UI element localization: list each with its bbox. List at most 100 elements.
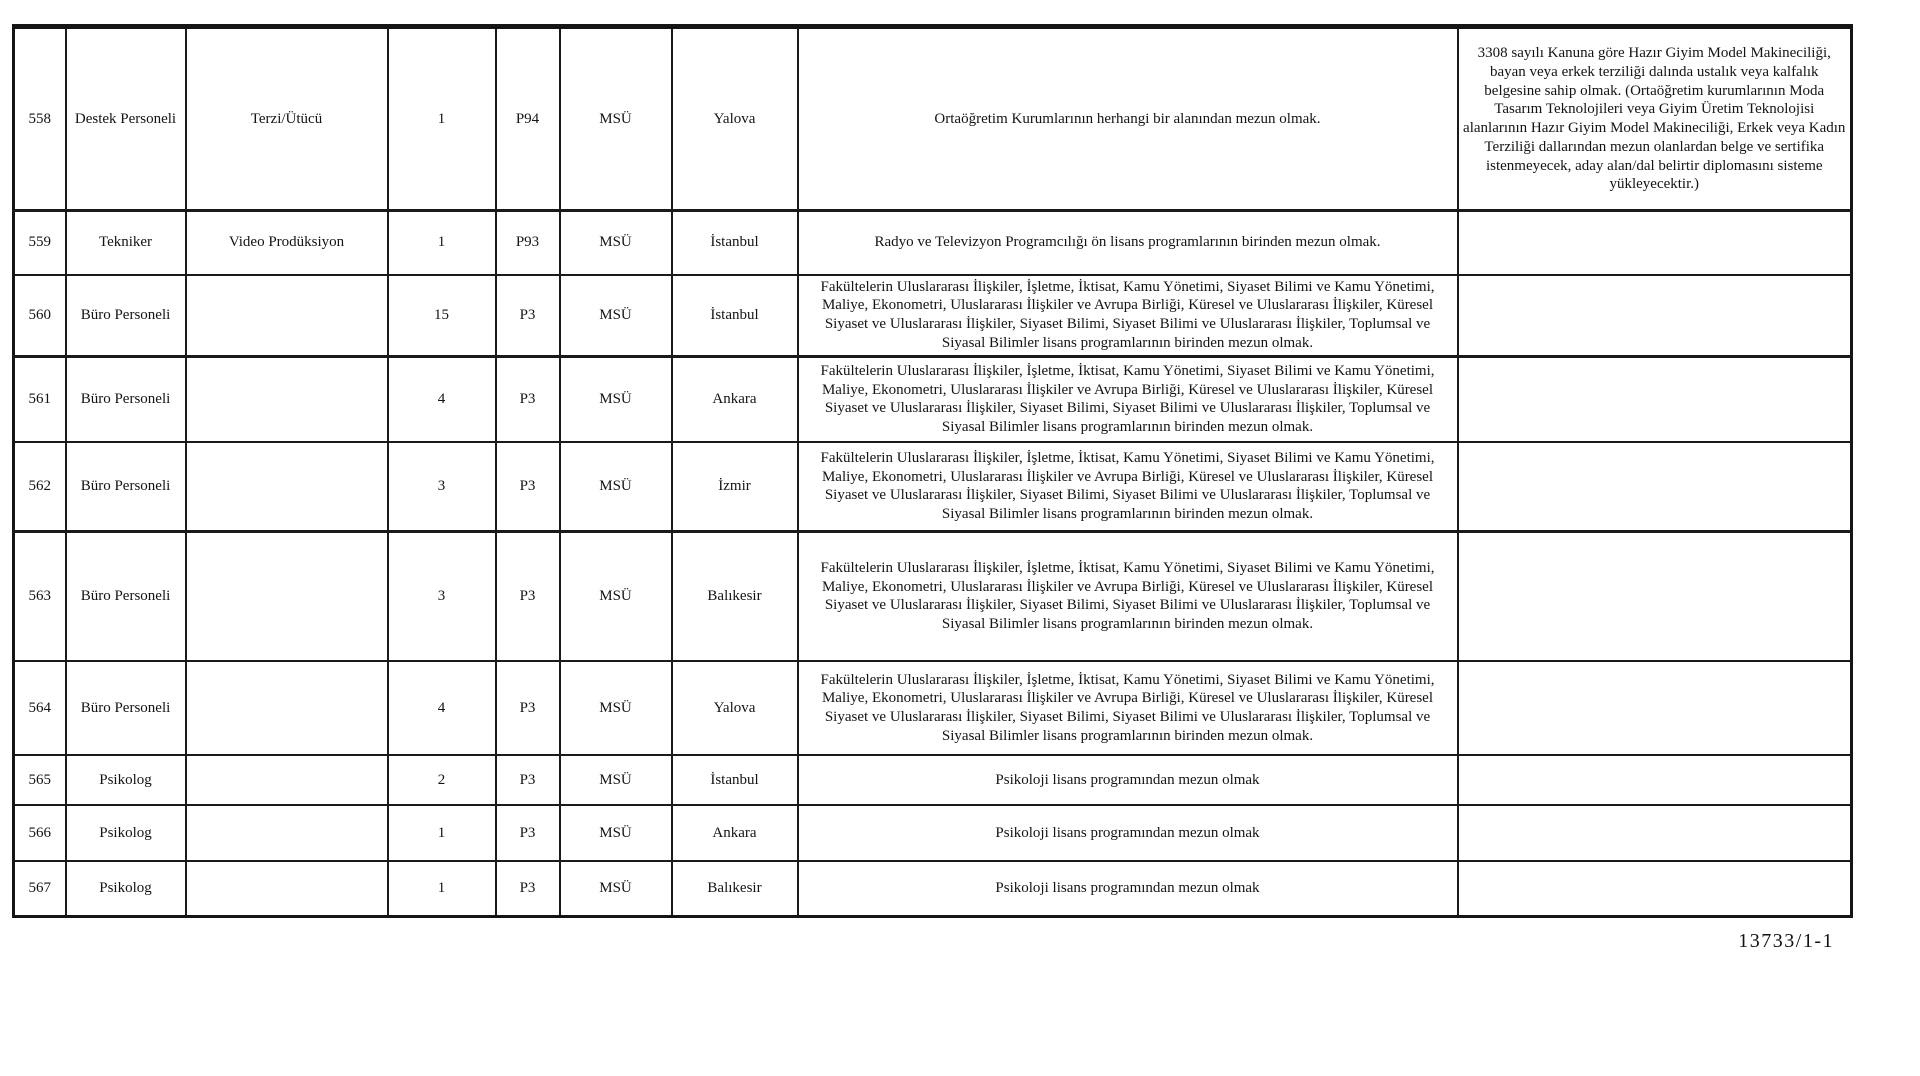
cell-row-number: 558 xyxy=(12,25,67,212)
cell-row-number: 565 xyxy=(12,754,67,806)
cell-title: Destek Personeli xyxy=(64,25,187,212)
cell-branch xyxy=(184,754,389,806)
cell-score-code: P3 xyxy=(494,273,561,357)
cell-score-code: P3 xyxy=(494,754,561,806)
cell-title: Büro Personeli xyxy=(64,660,187,756)
cell-branch xyxy=(184,804,389,862)
cell-title: Psikolog xyxy=(64,804,187,862)
cell-score-code: P93 xyxy=(494,209,561,276)
cell-city: Yalova xyxy=(670,660,799,756)
table-row: 558 Destek Personeli Terzi/Ütücü 1 P94 M… xyxy=(12,25,1853,212)
cell-note xyxy=(1456,660,1853,756)
cell-count: 1 xyxy=(386,25,497,212)
table-row: 566 Psikolog 1 P3 MSÜ Ankara Psikoloji l… xyxy=(12,804,1853,862)
cell-row-number: 563 xyxy=(12,529,67,662)
cell-institution: MSÜ xyxy=(558,25,673,212)
cell-city: Ankara xyxy=(670,804,799,862)
table-row: 564 Büro Personeli 4 P3 MSÜ Yalova Fakül… xyxy=(12,660,1853,756)
table-row: 560 Büro Personeli 15 P3 MSÜ İstanbul Fa… xyxy=(12,273,1853,357)
cell-city: İstanbul xyxy=(670,754,799,806)
cell-score-code: P94 xyxy=(494,25,561,212)
cell-city: İstanbul xyxy=(670,209,799,276)
cell-row-number: 562 xyxy=(12,441,67,532)
cell-note xyxy=(1456,529,1853,662)
cell-score-code: P3 xyxy=(494,860,561,917)
cell-branch xyxy=(184,441,389,532)
cell-requirement: Fakültelerin Uluslararası İlişkiler, İşl… xyxy=(796,660,1459,756)
cell-institution: MSÜ xyxy=(558,209,673,276)
positions-table-body: 558 Destek Personeli Terzi/Ütücü 1 P94 M… xyxy=(12,25,1853,917)
cell-requirement: Fakültelerin Uluslararası İlişkiler, İşl… xyxy=(796,354,1459,443)
page-reference: 13733/1-1 xyxy=(1738,930,1834,952)
cell-branch: Terzi/Ütücü xyxy=(184,25,389,212)
cell-note xyxy=(1456,860,1853,917)
cell-branch xyxy=(184,660,389,756)
cell-branch: Video Prodüksiyon xyxy=(184,209,389,276)
cell-institution: MSÜ xyxy=(558,860,673,917)
table-row: 561 Büro Personeli 4 P3 MSÜ Ankara Fakül… xyxy=(12,354,1853,443)
cell-row-number: 559 xyxy=(12,209,67,276)
cell-title: Büro Personeli xyxy=(64,529,187,662)
cell-title: Büro Personeli xyxy=(64,441,187,532)
cell-count: 1 xyxy=(386,860,497,917)
cell-score-code: P3 xyxy=(494,441,561,532)
cell-requirement: Psikoloji lisans programından mezun olma… xyxy=(796,754,1459,806)
cell-requirement: Psikoloji lisans programından mezun olma… xyxy=(796,860,1459,917)
cell-city: İstanbul xyxy=(670,273,799,357)
cell-title: Psikolog xyxy=(64,860,187,917)
cell-institution: MSÜ xyxy=(558,529,673,662)
cell-note xyxy=(1456,804,1853,862)
cell-row-number: 566 xyxy=(12,804,67,862)
cell-branch xyxy=(184,529,389,662)
cell-city: İzmir xyxy=(670,441,799,532)
cell-branch xyxy=(184,273,389,357)
cell-title: Tekniker xyxy=(64,209,187,276)
cell-note: 3308 sayılı Kanuna göre Hazır Giyim Mode… xyxy=(1456,25,1853,212)
cell-city: Ankara xyxy=(670,354,799,443)
cell-title: Büro Personeli xyxy=(64,273,187,357)
cell-institution: MSÜ xyxy=(558,660,673,756)
cell-institution: MSÜ xyxy=(558,804,673,862)
cell-row-number: 567 xyxy=(12,860,67,917)
cell-note xyxy=(1456,354,1853,443)
cell-city: Balıkesir xyxy=(670,860,799,917)
cell-title: Psikolog xyxy=(64,754,187,806)
cell-count: 2 xyxy=(386,754,497,806)
table-row: 559 Tekniker Video Prodüksiyon 1 P93 MSÜ… xyxy=(12,209,1853,276)
table-row: 567 Psikolog 1 P3 MSÜ Balıkesir Psikoloj… xyxy=(12,860,1853,917)
cell-city: Balıkesir xyxy=(670,529,799,662)
table-row: 563 Büro Personeli 3 P3 MSÜ Balıkesir Fa… xyxy=(12,529,1853,662)
cell-note xyxy=(1456,441,1853,532)
cell-branch xyxy=(184,860,389,917)
cell-row-number: 564 xyxy=(12,660,67,756)
cell-score-code: P3 xyxy=(494,660,561,756)
table-row: 565 Psikolog 2 P3 MSÜ İstanbul Psikoloji… xyxy=(12,754,1853,806)
cell-requirement: Psikoloji lisans programından mezun olma… xyxy=(796,804,1459,862)
cell-row-number: 560 xyxy=(12,273,67,357)
cell-requirement: Fakültelerin Uluslararası İlişkiler, İşl… xyxy=(796,441,1459,532)
table-row: 562 Büro Personeli 3 P3 MSÜ İzmir Fakült… xyxy=(12,441,1853,532)
cell-score-code: P3 xyxy=(494,529,561,662)
positions-table: 558 Destek Personeli Terzi/Ütücü 1 P94 M… xyxy=(12,24,1853,918)
cell-count: 1 xyxy=(386,209,497,276)
cell-requirement: Fakültelerin Uluslararası İlişkiler, İşl… xyxy=(796,529,1459,662)
cell-count: 3 xyxy=(386,441,497,532)
cell-city: Yalova xyxy=(670,25,799,212)
cell-count: 4 xyxy=(386,660,497,756)
cell-count: 15 xyxy=(386,273,497,357)
cell-institution: MSÜ xyxy=(558,354,673,443)
cell-requirement: Ortaöğretim Kurumlarının herhangi bir al… xyxy=(796,25,1459,212)
cell-institution: MSÜ xyxy=(558,441,673,532)
cell-score-code: P3 xyxy=(494,354,561,443)
cell-title: Büro Personeli xyxy=(64,354,187,443)
cell-institution: MSÜ xyxy=(558,754,673,806)
cell-institution: MSÜ xyxy=(558,273,673,357)
cell-count: 4 xyxy=(386,354,497,443)
cell-requirement: Radyo ve Televizyon Programcılığı ön lis… xyxy=(796,209,1459,276)
cell-row-number: 561 xyxy=(12,354,67,443)
cell-branch xyxy=(184,354,389,443)
cell-note xyxy=(1456,209,1853,276)
cell-count: 1 xyxy=(386,804,497,862)
cell-count: 3 xyxy=(386,529,497,662)
